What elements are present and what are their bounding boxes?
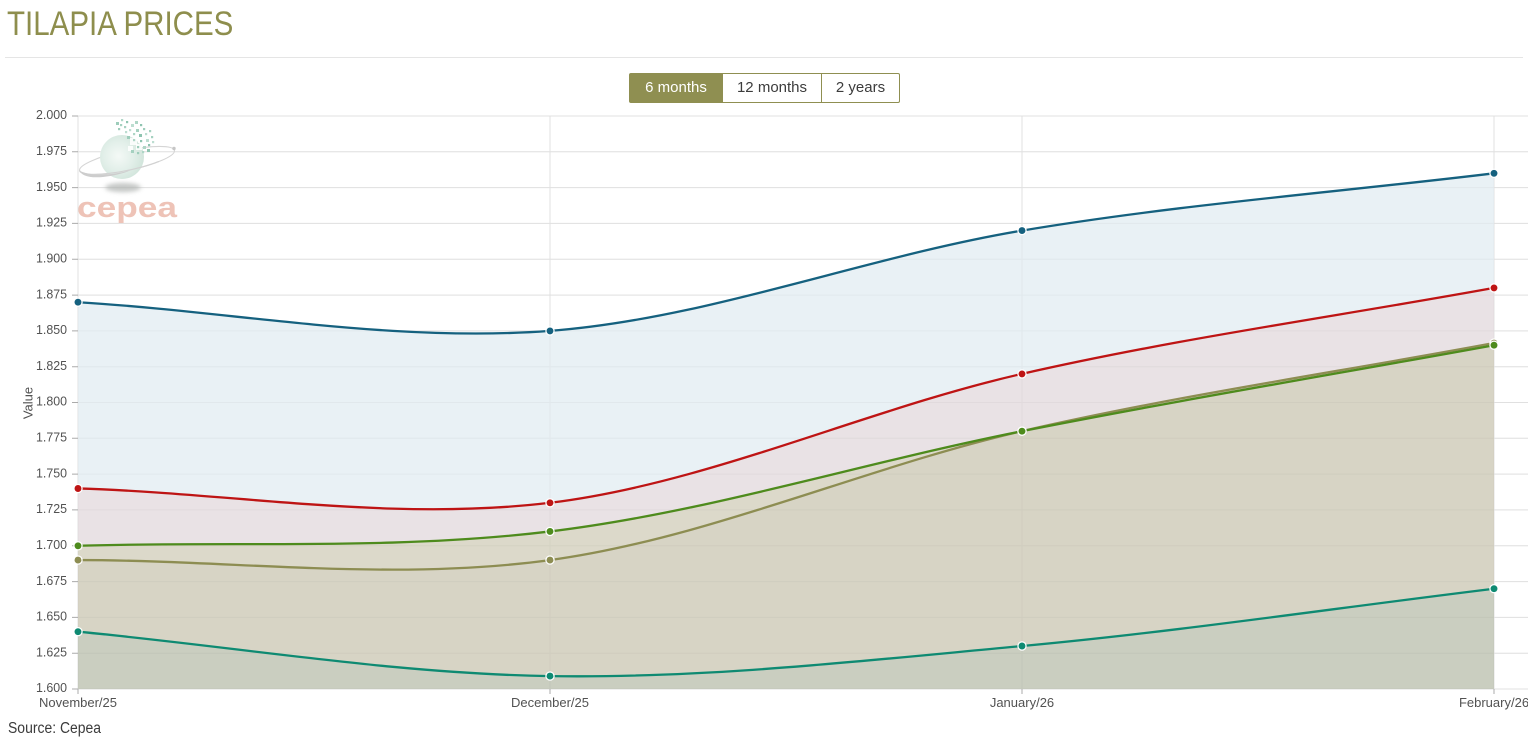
svg-text:1.950: 1.950 [36, 179, 67, 194]
svg-text:1.650: 1.650 [36, 609, 67, 624]
svg-text:1.750: 1.750 [36, 465, 67, 480]
svg-text:February/26: February/26 [1459, 695, 1528, 710]
svg-text:1.800: 1.800 [36, 394, 67, 409]
svg-text:November/25: November/25 [39, 695, 117, 710]
svg-text:1.775: 1.775 [36, 430, 67, 445]
svg-text:1.725: 1.725 [36, 501, 67, 516]
svg-text:1.850: 1.850 [36, 322, 67, 337]
svg-text:1.900: 1.900 [36, 250, 67, 265]
svg-text:1.625: 1.625 [36, 644, 67, 659]
svg-text:1.875: 1.875 [36, 286, 67, 301]
svg-text:1.600: 1.600 [36, 680, 67, 695]
svg-text:January/26: January/26 [990, 695, 1054, 710]
svg-text:2.000: 2.000 [36, 107, 67, 122]
svg-text:Value: Value [21, 387, 36, 419]
svg-text:1.675: 1.675 [36, 573, 67, 588]
svg-text:1.975: 1.975 [36, 143, 67, 158]
svg-text:cepea: cepea [77, 192, 178, 224]
svg-text:1.825: 1.825 [36, 358, 67, 373]
svg-text:1.700: 1.700 [36, 537, 67, 552]
svg-text:December/25: December/25 [511, 695, 589, 710]
svg-text:1.925: 1.925 [36, 215, 67, 230]
